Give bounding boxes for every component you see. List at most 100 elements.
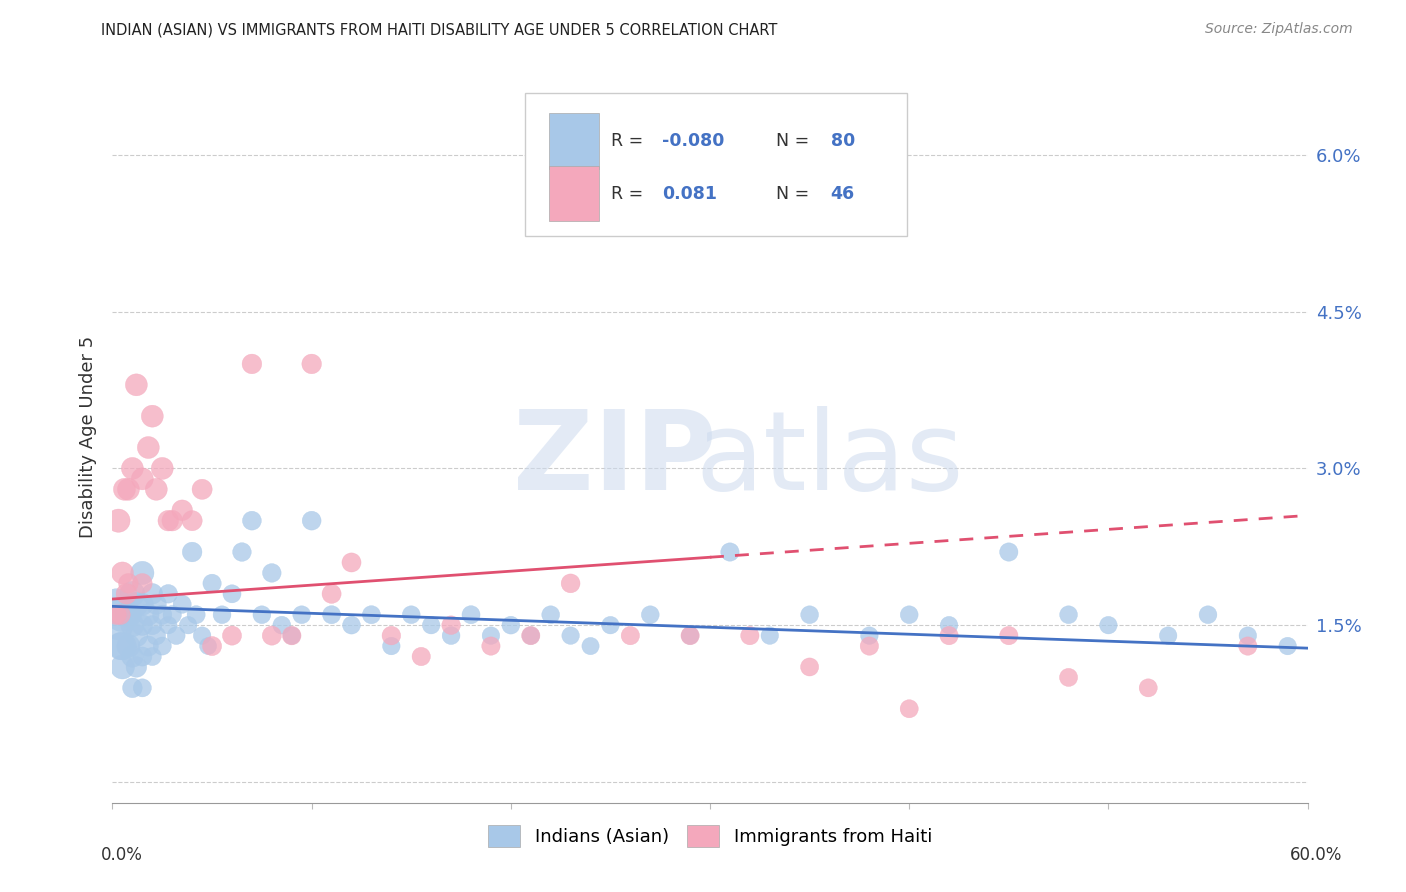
Point <box>162 514 183 528</box>
Point <box>759 629 782 643</box>
Text: -0.080: -0.080 <box>662 132 724 150</box>
Point <box>301 514 323 528</box>
Point <box>479 639 502 653</box>
Point <box>360 607 382 622</box>
Point <box>145 597 167 611</box>
Text: INDIAN (ASIAN) VS IMMIGRANTS FROM HAITI DISABILITY AGE UNDER 5 CORRELATION CHART: INDIAN (ASIAN) VS IMMIGRANTS FROM HAITI … <box>101 22 778 37</box>
Point <box>260 629 283 643</box>
Point <box>221 629 243 643</box>
Point <box>401 607 423 622</box>
Point <box>141 649 163 664</box>
Point <box>191 629 214 643</box>
Point <box>499 618 522 632</box>
Point <box>157 587 180 601</box>
Point <box>117 639 139 653</box>
Point <box>115 587 138 601</box>
Point <box>291 607 314 622</box>
Point <box>718 545 741 559</box>
Text: ZIP: ZIP <box>513 406 716 513</box>
Point <box>579 639 602 653</box>
Point <box>640 607 662 622</box>
FancyBboxPatch shape <box>524 94 907 235</box>
Point <box>141 618 163 632</box>
Y-axis label: Disability Age Under 5: Disability Age Under 5 <box>79 336 97 538</box>
Point <box>1157 629 1180 643</box>
Point <box>145 483 167 497</box>
Point <box>240 357 263 371</box>
Point <box>520 629 543 643</box>
Text: R =: R = <box>610 185 648 202</box>
Point <box>157 514 180 528</box>
Point <box>858 639 880 653</box>
Point <box>131 618 153 632</box>
Point <box>380 629 402 643</box>
Point <box>150 639 173 653</box>
Point <box>599 618 621 632</box>
Point <box>107 618 129 632</box>
Point <box>165 629 187 643</box>
Text: 60.0%: 60.0% <box>1291 846 1343 863</box>
Point <box>321 607 343 622</box>
Point <box>679 629 702 643</box>
Point <box>131 566 153 580</box>
Point <box>117 607 139 622</box>
Point <box>111 639 134 653</box>
Point <box>110 639 132 653</box>
Point <box>738 629 761 643</box>
Point <box>938 618 960 632</box>
Point <box>619 629 641 643</box>
Point <box>138 441 160 455</box>
Point <box>998 629 1021 643</box>
Point <box>211 607 233 622</box>
Point <box>121 681 143 695</box>
Point <box>121 587 143 601</box>
Point <box>125 629 148 643</box>
Text: 0.081: 0.081 <box>662 185 717 202</box>
FancyBboxPatch shape <box>548 113 599 169</box>
Point <box>131 649 153 664</box>
Point <box>411 649 433 664</box>
Point <box>141 587 163 601</box>
Point <box>201 639 224 653</box>
Point <box>181 514 204 528</box>
Point <box>321 587 343 601</box>
Text: 46: 46 <box>831 185 855 202</box>
Point <box>191 483 214 497</box>
Point <box>281 629 304 643</box>
Point <box>380 639 402 653</box>
Point <box>201 576 224 591</box>
Text: 80: 80 <box>831 132 855 150</box>
Point <box>1237 629 1260 643</box>
Legend: Indians (Asian), Immigrants from Haiti: Indians (Asian), Immigrants from Haiti <box>479 816 941 856</box>
Point <box>125 377 148 392</box>
Text: N =: N = <box>776 132 814 150</box>
Point <box>460 607 482 622</box>
Point <box>150 461 173 475</box>
Point <box>260 566 283 580</box>
Point <box>138 639 160 653</box>
Point <box>131 576 153 591</box>
Point <box>231 545 253 559</box>
Point <box>145 629 167 643</box>
Point <box>281 629 304 643</box>
Point <box>858 629 880 643</box>
Point <box>107 514 129 528</box>
Point <box>1057 670 1080 684</box>
Point <box>560 629 582 643</box>
Point <box>340 556 363 570</box>
Point <box>111 566 134 580</box>
Point <box>679 629 702 643</box>
Point <box>340 618 363 632</box>
Point <box>121 461 143 475</box>
Point <box>1057 607 1080 622</box>
Point <box>560 576 582 591</box>
Point <box>1097 618 1119 632</box>
Point <box>172 503 194 517</box>
Point <box>240 514 263 528</box>
Point <box>105 597 128 611</box>
Point <box>125 660 148 674</box>
Point <box>898 702 921 716</box>
Text: atlas: atlas <box>696 406 963 513</box>
Point <box>157 618 180 632</box>
FancyBboxPatch shape <box>548 166 599 221</box>
